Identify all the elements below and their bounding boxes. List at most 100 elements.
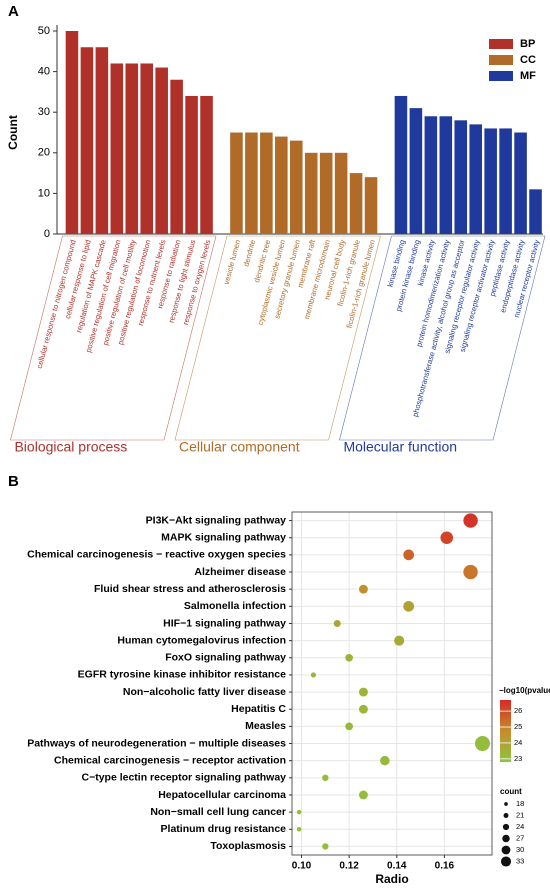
y-tick-label: MAPK signaling pathway [161,532,286,544]
bar [200,95,213,235]
x-tick-label: 0.12 [339,861,359,872]
bar [140,63,154,235]
y-tick-label: 30 [38,106,50,118]
legend-label: BP [520,38,535,50]
point [358,790,368,800]
y-tick-label: Alzheimer disease [194,566,286,578]
color-tick-label: 25 [514,722,522,731]
y-tick-label: PI3K−Akt signaling pathway [146,514,286,526]
bar [364,177,378,234]
bar [349,173,363,234]
y-tick-label: 50 [38,25,50,37]
bar [304,152,318,234]
bar [484,128,497,234]
point [358,704,368,714]
bar [185,95,198,235]
bar [95,47,109,234]
y-tick-label: HIF−1 signaling pathway [163,617,286,629]
bar [80,47,94,234]
group-frame [174,235,381,441]
size-key-label: 24 [516,822,524,831]
size-key-label: 30 [516,845,524,854]
group-label: Biological process [14,439,127,455]
point [322,774,329,782]
size-key [501,845,511,855]
point [403,549,415,561]
color-tick-label: 23 [514,754,522,763]
point [463,513,478,528]
color-tick-label: 26 [514,706,522,715]
y-tick-label: Platinum drug resistance [161,823,287,835]
x-tick-label: 0.16 [435,861,455,872]
y-tick-label: Measles [245,720,286,732]
point [345,653,353,662]
y-tick-label: 10 [38,187,50,199]
point [403,600,415,612]
point [296,809,302,815]
group-label: Cellular component [179,439,300,455]
x-tick-label: 0.14 [387,861,407,872]
bar [424,116,438,234]
plot-border [291,511,493,856]
point [394,635,405,646]
point [358,584,368,594]
size-legend-title: count [500,787,522,796]
group-frame [339,235,546,441]
y-tick-label: Non−small cell lung cancer [150,806,286,818]
size-key [500,856,512,867]
size-key-label: 18 [516,799,524,808]
point [474,736,490,752]
legend-swatch [489,39,513,49]
bar [155,67,168,234]
legend-label: MF [520,70,536,82]
panel-label: A [8,3,19,20]
point [333,619,341,627]
y-tick-label: Non−alcoholic fatty liver disease [123,686,286,698]
group-label: Molecular function [343,439,457,455]
y-tick-label: Chemical carcinogenesis − reactive oxyge… [27,549,286,561]
bar [394,95,408,235]
color-bar [500,700,511,762]
bar [514,132,527,234]
color-tick-label: 24 [514,738,522,747]
y-tick-label: Fluid shear stress and atherosclerosis [94,583,286,595]
legend-swatch [489,55,513,65]
bar [334,152,348,234]
bar [529,189,542,234]
bar [409,108,423,234]
bar [454,120,468,234]
y-tick-label: Hepatitis C [231,703,286,715]
point [296,826,302,832]
y-tick-label: FoxO signaling pathway [165,652,286,664]
y-tick-label: C−type lectin receptor signaling pathway [81,772,286,784]
y-tick-label: Toxoplasmosis [210,840,286,852]
point [380,755,390,766]
y-tick-label: Pathways of neurodegeneration − multiple… [27,737,286,749]
color-legend-title: −log10(pvalue) [499,686,550,695]
bar [499,128,512,234]
plot-background [292,512,492,855]
y-tick-label: 0 [44,228,50,240]
point [358,687,368,697]
point [345,722,353,731]
point [322,843,329,850]
y-tick-label: Salmonella infection [184,600,286,612]
bar [275,136,288,234]
group-frame [10,235,217,441]
size-key-label: 27 [516,833,524,842]
bar [260,132,273,234]
y-tick-label: EGFR tyrosine kinase inhibitor resistanc… [78,669,286,681]
y-tick-label: 40 [38,66,50,78]
size-key-label: 21 [516,810,524,819]
size-key [504,802,508,806]
legend-swatch [489,71,513,81]
x-tick-label: 0.10 [292,861,312,872]
bar [245,132,258,234]
size-key [502,823,510,831]
bar [65,31,79,234]
bar [170,79,183,234]
bar [319,152,333,234]
y-tick-label: Human cytomegalovirus infection [117,634,286,646]
y-axis-title: Count [6,115,20,150]
